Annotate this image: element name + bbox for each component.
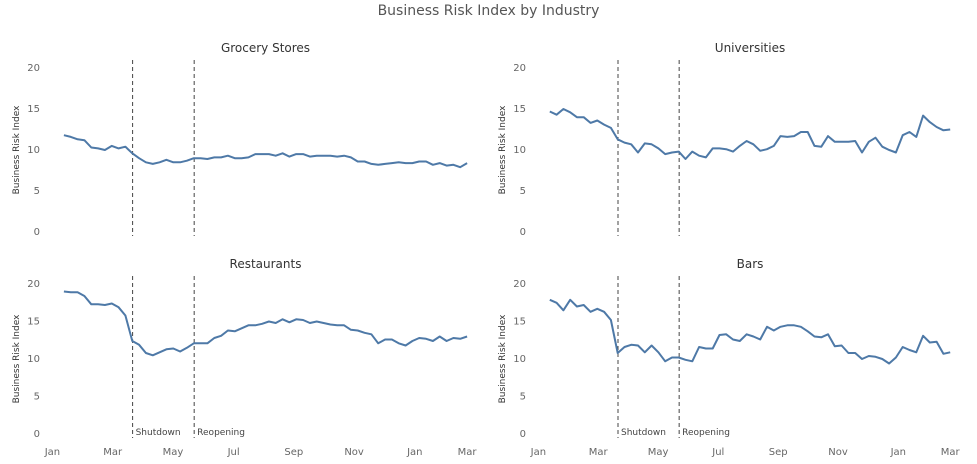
x-tick-label: May — [163, 447, 184, 458]
y-tick-label: 20 — [513, 279, 526, 290]
series-line — [549, 298, 951, 365]
chart-panel: Bars Business Risk Index 0 5 10 15 20 Shutdown R… — [498, 257, 961, 458]
x-tick-label: May — [648, 447, 669, 458]
x-tick-label: Jul — [227, 447, 240, 458]
y-tick-label: 0 — [520, 429, 526, 440]
x-tick-label: Jan — [406, 447, 422, 458]
series-line — [63, 290, 468, 357]
x-tick-label: Jan — [44, 447, 60, 458]
y-tick-label: 0 — [34, 227, 40, 238]
panel-title: Grocery Stores — [221, 41, 310, 55]
series-line — [549, 108, 951, 160]
y-tick-label: 15 — [27, 317, 40, 328]
panel-title: Bars — [737, 257, 764, 271]
y-tick-label: 10 — [27, 145, 40, 156]
x-tick-label: Sep — [769, 447, 788, 458]
chart-title: Business Risk Index by Industry — [378, 3, 600, 19]
x-tick-label: Nov — [828, 447, 848, 458]
y-tick-label: 10 — [27, 354, 40, 365]
x-tick-label: Jul — [711, 447, 724, 458]
y-tick-label: 15 — [27, 104, 40, 115]
y-tick-label: 10 — [513, 354, 526, 365]
chart-panel: Universities Business Risk Index 0 5 10 15 20 — [498, 41, 951, 238]
series-line — [63, 134, 468, 169]
x-tick-label: Mar — [941, 447, 961, 458]
y-axis-label: Business Risk Index — [12, 314, 22, 404]
x-tick-label: Jan — [890, 447, 906, 458]
y-tick-label: 15 — [513, 104, 526, 115]
x-tick-label: Sep — [284, 447, 303, 458]
x-tick-label: Mar — [458, 447, 478, 458]
x-tick-label: Mar — [103, 447, 123, 458]
panel-title: Universities — [715, 41, 785, 55]
y-tick-label: 0 — [520, 227, 526, 238]
x-tick-label: Mar — [589, 447, 609, 458]
chart-panels: Grocery Stores Business Risk Index 0 5 10 15 2… — [12, 41, 961, 458]
y-tick-label: 0 — [34, 429, 40, 440]
y-tick-label: 20 — [27, 63, 40, 74]
x-tick-label: Jan — [530, 447, 546, 458]
y-tick-label: 15 — [513, 317, 526, 328]
y-axis-label: Business Risk Index — [498, 314, 508, 404]
y-tick-label: 20 — [513, 63, 526, 74]
y-tick-label: 5 — [34, 392, 40, 403]
chart-panel: Grocery Stores Business Risk Index 0 5 10 15 2… — [12, 41, 468, 238]
y-axis-label: Business Risk Index — [12, 105, 22, 195]
y-tick-label: 20 — [27, 279, 40, 290]
event-label: Reopening — [197, 428, 245, 438]
event-label: Shutdown — [621, 428, 666, 438]
y-tick-label: 5 — [520, 392, 526, 403]
chart-panel: Restaurants Business Risk Index 0 5 10 15 20 Sh… — [12, 257, 477, 458]
x-tick-label: Nov — [344, 447, 364, 458]
y-tick-label: 10 — [513, 145, 526, 156]
panel-title: Restaurants — [230, 257, 302, 271]
y-tick-label: 5 — [34, 186, 40, 197]
event-label: Shutdown — [136, 428, 181, 438]
y-axis-label: Business Risk Index — [498, 105, 508, 195]
event-label: Reopening — [682, 428, 730, 438]
y-tick-label: 5 — [520, 186, 526, 197]
